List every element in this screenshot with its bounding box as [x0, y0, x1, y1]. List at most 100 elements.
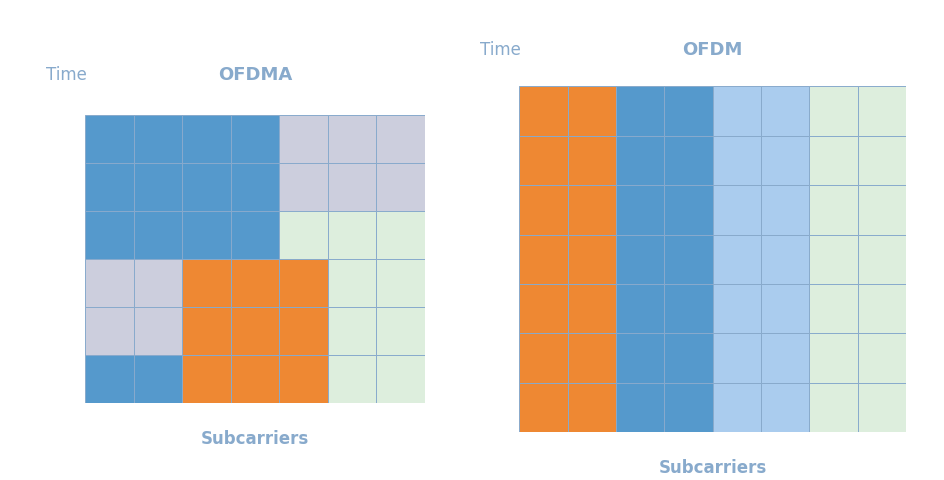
Bar	[279, 115, 328, 163]
Bar	[810, 284, 858, 333]
Bar	[858, 383, 906, 432]
Bar	[567, 333, 616, 383]
Bar	[377, 307, 425, 355]
Bar	[616, 333, 665, 383]
Bar	[182, 355, 230, 403]
Bar	[182, 307, 230, 355]
Bar	[713, 136, 761, 185]
Bar	[761, 284, 810, 333]
Bar	[279, 163, 328, 211]
Bar	[858, 284, 906, 333]
Text: OFDMA: OFDMA	[218, 66, 292, 84]
Bar	[133, 259, 182, 307]
Bar	[761, 333, 810, 383]
Bar	[761, 185, 810, 235]
Text: OFDM: OFDM	[683, 41, 743, 59]
Bar	[665, 235, 713, 284]
Bar	[713, 185, 761, 235]
Bar	[519, 235, 567, 284]
Bar	[761, 86, 810, 136]
Bar	[858, 86, 906, 136]
Bar	[616, 235, 665, 284]
Bar	[182, 259, 230, 307]
Bar	[810, 185, 858, 235]
Bar	[328, 307, 377, 355]
Bar	[761, 383, 810, 432]
Bar	[328, 259, 377, 307]
Bar	[328, 355, 377, 403]
Text: Time: Time	[46, 66, 87, 84]
Bar	[810, 235, 858, 284]
Bar	[519, 86, 567, 136]
Bar	[810, 333, 858, 383]
Bar	[279, 259, 328, 307]
Bar	[85, 307, 133, 355]
Bar	[85, 211, 133, 259]
Bar	[713, 86, 761, 136]
Bar	[713, 383, 761, 432]
Bar	[713, 333, 761, 383]
Bar	[230, 355, 279, 403]
Bar	[567, 383, 616, 432]
Bar	[665, 284, 713, 333]
Bar	[567, 136, 616, 185]
Bar	[858, 235, 906, 284]
Bar	[665, 136, 713, 185]
Bar	[85, 163, 133, 211]
Bar	[328, 163, 377, 211]
Bar	[858, 136, 906, 185]
Bar	[133, 307, 182, 355]
Bar	[810, 136, 858, 185]
Bar	[230, 115, 279, 163]
Bar	[328, 115, 377, 163]
Bar	[182, 211, 230, 259]
Bar	[616, 284, 665, 333]
Bar	[133, 211, 182, 259]
Bar	[858, 185, 906, 235]
Bar	[616, 185, 665, 235]
Bar	[761, 136, 810, 185]
Bar	[85, 115, 133, 163]
Bar	[182, 163, 230, 211]
Bar	[665, 86, 713, 136]
Bar	[377, 163, 425, 211]
Bar	[230, 163, 279, 211]
Bar	[713, 235, 761, 284]
Bar	[567, 235, 616, 284]
Bar	[810, 383, 858, 432]
Bar	[616, 86, 665, 136]
Bar	[519, 333, 567, 383]
Bar	[519, 185, 567, 235]
Bar	[519, 136, 567, 185]
Bar	[377, 355, 425, 403]
Bar	[567, 284, 616, 333]
Bar	[616, 383, 665, 432]
Bar	[713, 284, 761, 333]
Bar	[567, 185, 616, 235]
Bar	[230, 211, 279, 259]
Bar	[182, 115, 230, 163]
Bar	[377, 259, 425, 307]
Bar	[567, 86, 616, 136]
Bar	[665, 333, 713, 383]
Bar	[377, 115, 425, 163]
Bar	[665, 185, 713, 235]
Text: Subcarriers: Subcarriers	[201, 430, 309, 447]
Bar	[85, 259, 133, 307]
Bar	[761, 235, 810, 284]
Bar	[810, 86, 858, 136]
Bar	[279, 307, 328, 355]
Bar	[230, 259, 279, 307]
Bar	[858, 333, 906, 383]
Bar	[133, 163, 182, 211]
Bar	[230, 307, 279, 355]
Bar	[133, 115, 182, 163]
Bar	[519, 383, 567, 432]
Bar	[85, 355, 133, 403]
Bar	[519, 284, 567, 333]
Bar	[377, 211, 425, 259]
Bar	[133, 355, 182, 403]
Bar	[328, 211, 377, 259]
Bar	[279, 211, 328, 259]
Text: Time: Time	[480, 41, 521, 59]
